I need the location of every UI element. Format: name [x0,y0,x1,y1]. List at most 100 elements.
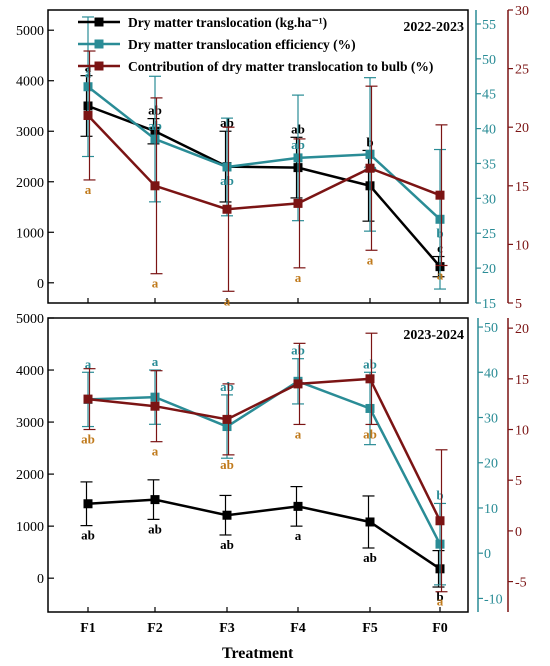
panel1-left-axis-tick-label: 4000 [16,75,44,90]
panel2-right-axis-efficiency-tick-label: 50 [484,321,498,336]
panel2-category-label: F2 [147,621,163,636]
panel1-significance-letter: ab [291,137,305,152]
panel2-significance-letter: ab [220,379,234,394]
panel2-category-label: F3 [219,621,235,636]
panel2-significance-letter: ab [363,550,377,565]
legend-label-1: Dry matter translocation (kg.ha⁻¹) [128,15,327,30]
panel2-left-axis-tick-label: 4000 [16,364,44,379]
panel2-significance-letter: ab [363,426,377,441]
panel2-significance-letter: a [85,356,92,371]
panel2-series-1-point [293,501,303,511]
x-axis-title: Treatment [222,645,294,662]
panel1-right-axis-efficiency-tick-label: 40 [482,123,496,138]
panel2-significance-letter: ab [81,432,95,447]
panel1-significance-letter: a [224,293,231,308]
panel2-left-axis-tick-label: 0 [37,572,44,587]
panel2-series-3-point [365,374,375,384]
panel1-series-2-point [293,153,303,163]
panel2-right-axis-efficiency-tick-label: -10 [484,592,503,607]
panel1-left-axis-tick-label: 5000 [16,24,44,39]
legend-marker-3 [94,61,104,71]
panel2-right-axis-contribution-tick-label: 0 [515,525,522,540]
panel2-series-3-point [83,394,93,404]
panel1-right-axis-efficiency-tick-label: 30 [482,192,496,207]
panel1-series-3-point [222,204,232,214]
panel1-significance-letter: ab [220,173,234,188]
panel2-series-3-point [293,379,303,389]
panel2-category-label: F0 [432,621,448,636]
panel1-significance-letter: a [437,267,444,282]
panel1-left-axis-tick-label: 1000 [16,226,44,241]
legend-label-2: Dry matter translocation efficiency (%) [128,37,356,52]
panel1-significance-letter: a [85,66,92,81]
panel1-significance-letter: a [152,276,159,291]
panel2-series-line-3 [87,377,442,522]
panel2-series-1-point [365,517,375,527]
panel1-series-line-1 [87,104,441,268]
panel2-significance-letter: ab [81,528,95,543]
panel2-series-2-point [222,422,232,432]
panel1-series-line-2 [87,85,441,221]
panel1-series-3-point [293,198,303,208]
panel2-series-line-1 [87,498,441,570]
legend-marker-1 [94,17,104,27]
panel2-significance-letter: a [437,594,444,609]
panel2-significance-letter: b [436,589,443,604]
panel2-series-1-point [150,495,160,505]
panel1-right-axis-contribution-tick-label: 10 [515,238,529,253]
panel1-right-axis-efficiency-tick-label: 45 [482,88,496,103]
panel1-right-axis-contribution-tick-label: 5 [515,297,522,312]
panel2-right-axis-efficiency-tick-label: 10 [484,502,498,517]
panel2-left-axis-tick-label: 5000 [16,312,44,327]
panel1-right-axis-efficiency-tick-label: 20 [482,262,496,277]
panel1-right-axis-contribution-tick-label: 25 [515,63,529,78]
panel2-right-axis-contribution-tick-label: 20 [515,322,529,337]
panel2-series-3-point [222,414,232,424]
panel2-right-axis-contribution-tick-label: 15 [515,373,529,388]
panel2-right-axis-contribution-tick-label: -5 [515,576,527,591]
panel2-category-label: F5 [362,621,378,636]
panel1-left-axis-tick-label: 0 [37,277,44,292]
panel1-right-axis-efficiency-tick-label: 55 [482,18,496,33]
panel1-series-3-point [83,110,93,120]
panel2-category-label: F4 [290,621,306,636]
panel1-series-2-point [83,82,93,92]
panel1-significance-letter: a [85,182,92,197]
panel1-right-axis-contribution-tick-label: 20 [515,121,529,136]
panel2-series-3-point [150,401,160,411]
panel2-right-axis-efficiency-tick-label: 30 [484,412,498,427]
panel2-series-1-point [222,510,232,520]
panel1-plot-frame [47,9,469,304]
panel2-series-2-point [150,392,160,402]
panel2-left-axis-tick-label: 3000 [16,416,44,431]
panel2-significance-letter: ab [363,356,377,371]
panel1-season-title: 2022-2023 [403,20,464,35]
panel1-left-axis-tick-label: 2000 [16,176,44,191]
panel2-category-label: F1 [80,621,96,636]
panel2-significance-letter: ab [220,457,234,472]
panel2-right-axis-efficiency-tick-label: 0 [484,547,491,562]
panel2-series-2-point [435,539,445,549]
panel2-right-axis-efficiency-tick-label: 20 [484,457,498,472]
legend-marker-2 [94,39,104,49]
panel2-left-axis-tick-label: 1000 [16,520,44,535]
panel2-season-title: 2023-2024 [403,328,464,343]
panel1-right-axis-efficiency-tick-label: 50 [482,53,496,68]
panel1-right-axis-efficiency-tick-label: 35 [482,157,496,172]
panel1-series-line-3 [87,114,441,211]
panel2-significance-letter: a [295,528,302,543]
panel1-series-3-point [150,181,160,191]
panel2-significance-letter: a [152,444,159,459]
panel1-significance-letter: b [436,225,443,240]
panel1-right-axis-contribution-tick-label: 15 [515,180,529,195]
panel2-significance-letter: ab [220,537,234,552]
panel2-significance-letter: b [436,487,443,502]
panel2-significance-letter: a [152,354,159,369]
panel1-series-2-point [435,214,445,224]
panel2-right-axis-contribution-tick-label: 10 [515,424,529,439]
panel2-plot-frame [47,317,469,613]
panel2-series-line-2 [87,379,442,545]
panel2-right-axis-contribution-tick-label: 5 [515,474,522,489]
panel1-significance-letter: a [367,252,374,267]
